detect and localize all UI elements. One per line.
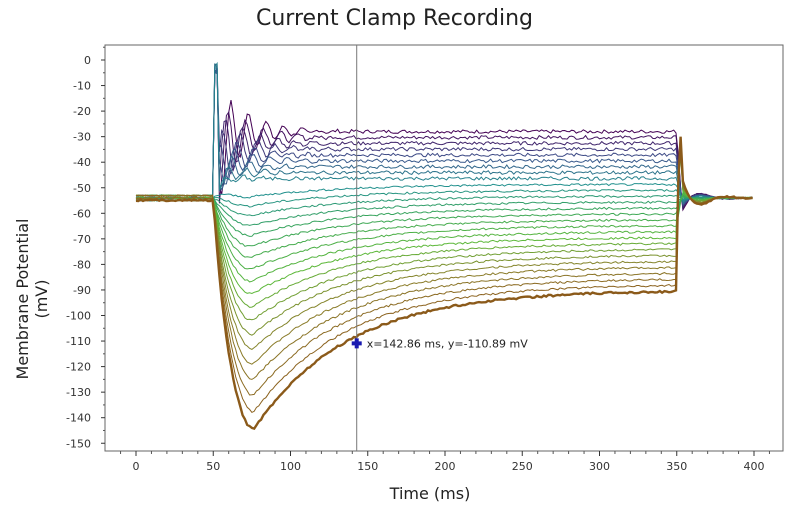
crosshair[interactable]: x=142.86 ms, y=-110.89 mV <box>351 45 529 451</box>
y-tick-label: -140 <box>66 412 91 425</box>
y-tick-label: -80 <box>73 258 91 271</box>
x-tick: 250 <box>512 451 533 473</box>
y-tick: -50 <box>73 182 105 195</box>
y-tick-label: -50 <box>73 182 91 195</box>
y-tick: -30 <box>73 131 105 144</box>
sweep-trace <box>135 194 753 247</box>
sweep-trace <box>135 138 753 414</box>
y-tick-label: -150 <box>66 437 91 450</box>
x-axis: 0 50 100 150 200 250 300 350 400 <box>120 451 770 473</box>
y-tick: -80 <box>73 258 105 271</box>
x-axis-label: Time (ms) <box>389 484 471 503</box>
y-tick-label: -30 <box>73 131 91 144</box>
chart-title: Current Clamp Recording <box>256 6 533 31</box>
y-tick-label: -70 <box>73 233 91 246</box>
x-tick-label: 250 <box>512 460 533 473</box>
x-tick: 0 <box>133 451 140 473</box>
y-tick-label: -60 <box>73 207 91 220</box>
sweep-trace <box>135 66 753 205</box>
sweep-trace <box>135 182 753 202</box>
y-tick: -150 <box>66 437 105 450</box>
sweep-trace <box>135 149 753 321</box>
y-tick-label: -20 <box>73 105 91 118</box>
x-tick-label: 350 <box>666 460 687 473</box>
sweep-trace <box>135 193 753 258</box>
sweep-trace <box>135 151 753 308</box>
sweep-trace <box>135 153 753 295</box>
y-tick-label: -130 <box>66 386 91 399</box>
sweep-trace <box>135 188 753 208</box>
y-tick: -120 <box>66 361 105 374</box>
sweep-trace <box>135 63 753 210</box>
x-tick-label: 200 <box>435 460 456 473</box>
y-tick: 0 <box>84 54 105 67</box>
x-tick-label: 50 <box>206 460 220 473</box>
y-tick: -140 <box>66 412 105 425</box>
sweep-trace <box>135 67 753 207</box>
y-tick-label: -120 <box>66 361 91 374</box>
x-tick-label: 100 <box>280 460 301 473</box>
sweep-trace <box>135 140 753 396</box>
sweep-trace <box>135 147 753 336</box>
x-tick: 50 <box>206 451 220 473</box>
y-tick: -60 <box>73 207 105 220</box>
x-tick: 300 <box>589 451 610 473</box>
sweep-trace <box>135 69 753 205</box>
x-tick: 200 <box>435 451 456 473</box>
sweep-trace <box>136 61 753 202</box>
x-tick-label: 150 <box>357 460 378 473</box>
sweep-trace <box>135 63 753 204</box>
sweep-trace <box>135 145 753 350</box>
y-axis: 0 -10 -20 -30 -40 -50 -60 -70 -80 -90 -100 -110 -120… <box>66 46 105 450</box>
y-tick-label: -100 <box>66 310 91 323</box>
y-tick: -130 <box>66 386 105 399</box>
sweep-trace <box>135 155 753 283</box>
cursor-marker[interactable] <box>351 338 362 349</box>
cursor-readout: x=142.86 ms, y=-110.89 mV <box>367 337 529 350</box>
x-tick: 400 <box>744 451 765 473</box>
y-tick-label: -10 <box>73 80 91 93</box>
x-tick-label: 0 <box>133 460 140 473</box>
x-tick: 100 <box>280 451 301 473</box>
y-tick-label: -110 <box>66 335 91 348</box>
y-tick: -110 <box>66 335 105 348</box>
y-tick: -20 <box>73 105 105 118</box>
y-tick: -40 <box>73 156 105 169</box>
sweep-trace <box>135 191 753 270</box>
x-tick: 150 <box>357 451 378 473</box>
sweep-traces <box>135 61 753 431</box>
sweep-trace <box>135 144 753 365</box>
sweep-trace <box>135 67 753 211</box>
sweep-trace <box>135 194 753 237</box>
sweep-trace <box>135 71 753 208</box>
sweep-trace <box>135 194 753 217</box>
plot-area[interactable] <box>104 44 784 452</box>
y-tick: -70 <box>73 233 105 246</box>
x-tick-label: 400 <box>744 460 765 473</box>
y-tick-label: -40 <box>73 156 91 169</box>
y-tick-label: 0 <box>84 54 91 67</box>
sweep-trace <box>135 196 753 226</box>
y-tick: -10 <box>73 80 105 93</box>
x-tick-label: 300 <box>589 460 610 473</box>
highlighted-sweep <box>135 136 753 431</box>
y-tick: -100 <box>66 310 105 323</box>
x-tick: 350 <box>666 451 687 473</box>
y-tick: -90 <box>73 284 105 297</box>
sweep-trace <box>135 142 753 380</box>
y-tick-label: -90 <box>73 284 91 297</box>
